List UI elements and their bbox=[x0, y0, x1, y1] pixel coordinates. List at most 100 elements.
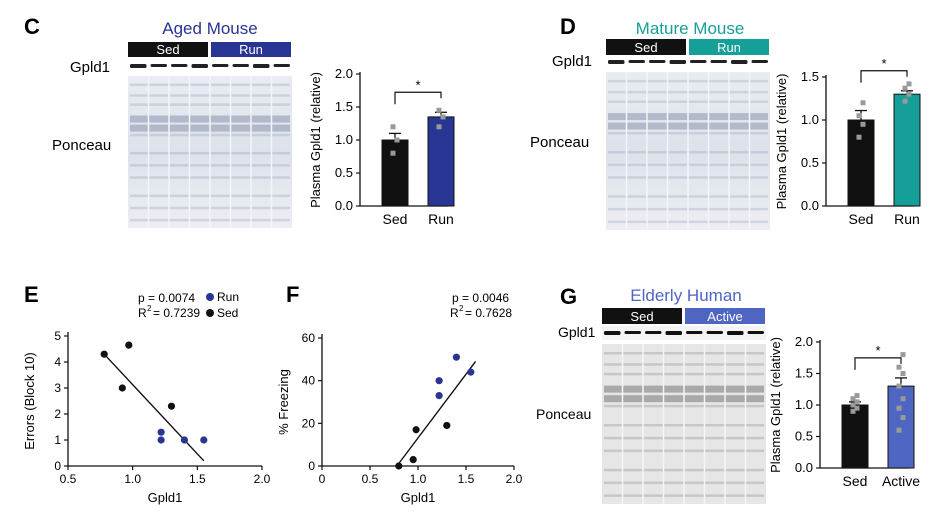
data-point bbox=[900, 396, 906, 402]
panel-g-band-label: Gpld1 bbox=[558, 324, 596, 340]
panel-d-group1-label: Sed bbox=[634, 40, 657, 55]
data-point bbox=[896, 427, 902, 433]
panel-f-stats-r-val: = 0.7628 bbox=[465, 306, 512, 320]
blot-band bbox=[624, 331, 641, 334]
panel-d-blot bbox=[606, 58, 770, 230]
blot-band bbox=[706, 331, 723, 334]
data-point bbox=[900, 415, 906, 421]
y-tick-label: 0.5 bbox=[795, 429, 813, 444]
scatter-point-sed bbox=[100, 350, 108, 358]
panel-d-group2-label: Run bbox=[717, 40, 741, 55]
panel-g-title: Elderly Human bbox=[630, 286, 742, 305]
panel-g-sed-bar bbox=[602, 308, 682, 324]
y-tick-label: 0.0 bbox=[335, 198, 353, 213]
scatter-point-run bbox=[435, 377, 443, 385]
y-tick-label: 0.0 bbox=[795, 460, 813, 475]
panel-e-scatter: 0 1 2 3 4 5 0.5 1.0 1.5 2.0 Gpld1 Errors (Block 10) bbox=[22, 329, 271, 505]
blot-band bbox=[727, 331, 744, 335]
data-point bbox=[896, 364, 902, 370]
x-category-label: Sed bbox=[843, 473, 868, 489]
x-tick-label: 1.5 bbox=[458, 472, 475, 486]
y-tick-label: 1.0 bbox=[801, 112, 819, 127]
scatter-point-run bbox=[180, 436, 188, 444]
y-tick-label: 1.5 bbox=[795, 366, 813, 381]
blot-band bbox=[171, 64, 188, 67]
significance-marker: * bbox=[875, 343, 880, 358]
panel-g-stain-label: Ponceau bbox=[536, 406, 591, 422]
blot-band bbox=[273, 64, 290, 67]
x-category-label: Active bbox=[882, 473, 920, 489]
significance-bracket bbox=[394, 91, 442, 105]
y-tick-label: 2.0 bbox=[795, 334, 813, 349]
panel-f-stats-r-sup: 2 bbox=[459, 304, 464, 313]
blot-band bbox=[645, 331, 662, 334]
blot-band bbox=[690, 60, 707, 63]
x-axis-label: Gpld1 bbox=[148, 490, 183, 505]
y-tick-label: 3 bbox=[54, 381, 61, 395]
panel-d-title: Mature Mouse bbox=[636, 19, 745, 38]
x-tick-label: 2.0 bbox=[254, 472, 271, 486]
panel-e-stats-r2: R 2 = 0.7239 bbox=[138, 304, 200, 320]
blot-band bbox=[150, 64, 167, 67]
bar-sed bbox=[381, 139, 409, 207]
blot-band bbox=[686, 331, 703, 334]
panel-f-scatter: 0 20 40 60 0 0.5 1.0 1.5 2.0 Gpld1 % Freezing bbox=[276, 331, 523, 505]
data-point bbox=[850, 408, 856, 414]
panel-g: G Elderly Human Sed Active Gpld1 Ponceau bbox=[536, 284, 766, 504]
panel-d-run-bar bbox=[689, 39, 769, 55]
scatter-point-sed bbox=[443, 421, 451, 430]
panel-c-letter: C bbox=[24, 14, 40, 39]
legend-sed-label: Sed bbox=[217, 306, 238, 320]
scatter-point-run bbox=[157, 436, 165, 444]
blot-band bbox=[232, 64, 249, 67]
y-tick-label: 0.0 bbox=[801, 198, 819, 213]
panel-d-letter: D bbox=[560, 14, 576, 39]
y-tick-label: 2.0 bbox=[335, 66, 353, 81]
x-tick-label: 2.0 bbox=[506, 472, 523, 486]
blot-band bbox=[751, 60, 768, 63]
bar-run bbox=[893, 93, 921, 207]
panel-g-letter: G bbox=[560, 284, 577, 309]
x-tick-label: 1.0 bbox=[410, 472, 427, 486]
scatter-point-run bbox=[157, 428, 165, 436]
data-point bbox=[902, 85, 908, 91]
scatter-point-sed bbox=[125, 341, 133, 349]
y-axis-label: Errors (Block 10) bbox=[22, 352, 37, 450]
scatter-point-sed bbox=[409, 456, 417, 464]
blot-band bbox=[665, 331, 682, 335]
data-point bbox=[854, 399, 860, 405]
x-category-label: Run bbox=[428, 211, 454, 227]
panel-f-letter: F bbox=[286, 282, 299, 307]
data-point bbox=[854, 393, 860, 399]
blot-band bbox=[731, 60, 748, 64]
x-category-label: Sed bbox=[849, 211, 874, 227]
significance-bracket bbox=[860, 70, 908, 83]
scatter-point-sed bbox=[395, 462, 403, 470]
scatter-point-sed bbox=[118, 384, 126, 392]
panel-c-blot bbox=[128, 62, 292, 228]
blot-band bbox=[649, 60, 666, 63]
y-tick-label: 1.5 bbox=[335, 99, 353, 114]
panel-g-blot bbox=[602, 326, 766, 504]
regression-line bbox=[103, 353, 205, 462]
panel-g-active-bar bbox=[685, 308, 765, 324]
legend-sed-marker bbox=[206, 309, 214, 317]
data-point bbox=[902, 98, 908, 104]
data-point bbox=[436, 124, 442, 130]
data-point bbox=[394, 137, 400, 143]
data-point bbox=[906, 81, 912, 87]
panel-f-stats-r2: R 2 = 0.7628 bbox=[450, 304, 512, 320]
legend-run-marker bbox=[206, 293, 214, 301]
y-tick-label: 0 bbox=[54, 459, 61, 473]
scatter-point-run bbox=[200, 436, 208, 444]
data-point bbox=[906, 91, 912, 97]
y-tick-label: 1.5 bbox=[801, 69, 819, 84]
data-point bbox=[390, 150, 396, 156]
y-tick-label: 1.0 bbox=[335, 132, 353, 147]
panel-c-stain-label: Ponceau bbox=[52, 137, 111, 154]
panel-d-band-label: Gpld1 bbox=[552, 53, 592, 70]
blot-band bbox=[253, 64, 270, 68]
panel-e-letter: E bbox=[24, 282, 39, 307]
y-tick-label: 0 bbox=[308, 459, 315, 473]
bar-sed bbox=[841, 404, 869, 469]
